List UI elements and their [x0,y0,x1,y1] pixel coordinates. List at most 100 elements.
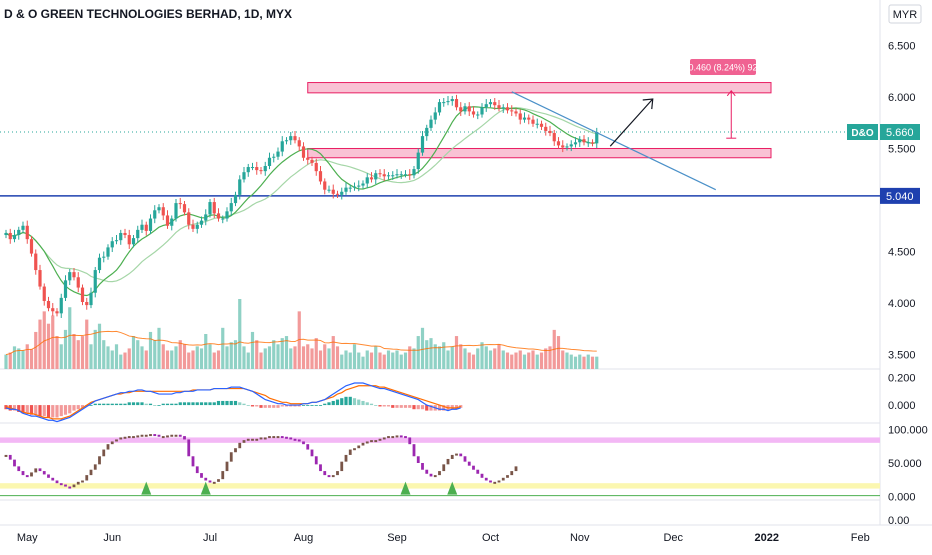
candle-body [136,229,140,239]
candle-body [68,272,72,281]
oscillator1-histogram-bar [340,398,344,406]
volume-bar [157,327,161,369]
candle-body [242,172,246,180]
volume-bar [17,348,21,369]
candle-body [140,224,144,230]
candle-body [548,130,552,134]
price-tick-label: 4.500 [888,247,916,259]
oscillator2-bar [132,436,135,439]
oscillator1-histogram-bar [450,405,454,410]
oscillator2-bar [51,477,55,481]
candle-body [301,146,306,158]
candle-body [340,191,344,195]
volume-bar [433,344,437,369]
time-tick-label: Aug [294,532,314,544]
last-price-label: 5.660 [886,127,914,139]
oscillator1-histogram-bar [437,405,442,411]
time-axis[interactable]: May Jun Jul Aug Sep Oct Nov Dec 2022 Feb [17,532,870,544]
oscillator2-bar [463,456,467,462]
volume-bar [493,348,497,369]
candle-body [187,212,191,225]
candle-body [535,123,539,125]
candle-body [297,140,301,147]
oscillator2-bar [81,480,84,483]
volume-bar [221,327,225,369]
oscillator2-bar [85,475,89,481]
oscillator2-bar [370,440,373,443]
candle-body [476,114,480,116]
oscillator2-bar [293,438,297,441]
volume-bar [144,350,148,369]
oscillator2-bar [374,440,378,443]
price-axis[interactable]: 6.500 6.000 5.500 4.500 4.000 3.500 [888,40,916,361]
volume-bar [76,340,80,369]
candle-body [357,185,361,187]
oscillator2-bar [149,434,152,437]
oscillator2-bar [438,471,441,476]
price-tick-label: 4.000 [888,298,916,310]
candle-body [280,141,284,152]
volume-bar [480,342,484,369]
oscillator1-histogram-bar [114,403,119,406]
oscillator1-histogram-bar [369,403,374,406]
oscillator2-bar [361,442,365,446]
volume-bar [106,346,110,369]
oscillator2-bar [115,439,118,442]
candle-body [119,232,123,241]
oscillator1-histogram-bar [89,405,93,406]
oscillator1-histogram-bar [412,405,416,410]
candle-body [306,157,310,160]
volume-bar [80,336,85,369]
volume-bar [225,346,229,369]
oscillator1-histogram-bar [276,405,280,408]
oscillator2-bar [302,441,305,445]
candle-body [522,117,527,120]
oscillator2-bar [506,475,509,478]
oscillator2-bar [144,434,148,437]
candle-body [552,133,556,142]
oscillator2-bar [387,436,390,439]
volume-bar [420,327,425,369]
volume-bar [318,350,323,369]
candle-body [221,218,225,220]
volume-bar [391,352,395,369]
oscillator2-bar [136,435,140,438]
oscillator1-histogram-bar [395,405,399,408]
oscillator1-histogram-bar [365,402,369,406]
candle-body [595,132,599,144]
oscillator1-histogram-bar [246,405,250,406]
oscillator2-bar [395,435,399,438]
candle-body [488,102,493,105]
volume-bar [123,352,127,369]
currency-badge[interactable]: MYR [888,4,922,24]
candle-body [480,107,484,115]
volume-bar [229,342,233,369]
candle-body [467,106,471,112]
oscillator2-bar [433,475,437,478]
candle-body [391,175,395,177]
candle-body [153,210,157,219]
oscillator2-bar [72,484,76,488]
volume-bar [348,352,352,369]
volume-bar [51,315,55,369]
candle-body [416,152,420,170]
candle-body [335,193,340,195]
candle-body [569,144,573,147]
oscillator1-histogram-bar [17,405,21,412]
candle-body [106,247,110,257]
volume-bar [178,340,182,369]
oscillator-panel-2: 100.000 50.000 0.000 [0,424,928,504]
oscillator2-bar [42,471,46,475]
oscillator2-bar [340,461,344,472]
volume-bar [310,348,314,369]
oscillator1-histogram-bar [416,405,420,410]
volume-bar [42,311,46,369]
oscillator2-bar [336,471,339,476]
candle-body [263,166,267,172]
oscillator2-bar [412,444,416,457]
volume-bar [85,319,89,369]
candle-body [148,218,153,231]
oscillator2-bar [251,438,254,441]
